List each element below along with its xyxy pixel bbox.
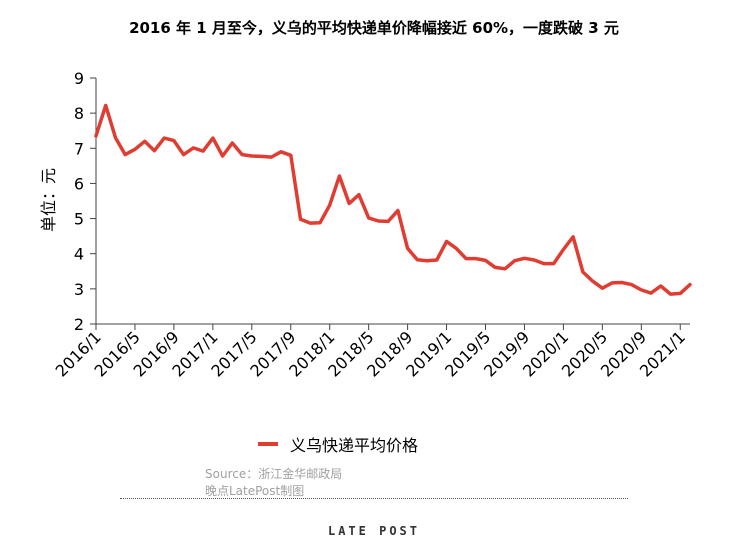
chart-title: 2016 年 1 月至今，义乌的平均快递单价降幅接近 60%，一度跌破 3 元: [129, 19, 619, 37]
y-tick-label: 8: [74, 104, 84, 123]
credit-text: 晚点LatePost制图: [205, 484, 305, 498]
series-group: [94, 103, 692, 296]
y-tick-label: 7: [74, 139, 84, 158]
y-tick-label: 3: [74, 280, 84, 299]
dotted-divider: [120, 498, 628, 499]
y-axis: 2 3 4 5 6 7 8 9: [74, 69, 97, 334]
legend: 义乌快递平均价格: [258, 432, 418, 456]
y-tick-label: 2: [74, 315, 84, 334]
source-note: Source：浙江金华邮政局 晚点LatePost制图: [205, 466, 342, 500]
legend-label: 义乌快递平均价格: [290, 436, 419, 455]
y-tick-label: 6: [74, 174, 84, 193]
y-axis-label: 单位：元: [39, 168, 58, 232]
y-tick-label: 9: [74, 69, 84, 88]
y-tick-label: 5: [74, 210, 84, 229]
x-axis: 2016/12016/52016/92017/12017/52017/92018…: [52, 323, 690, 381]
brand-logo: LATE POST: [327, 524, 421, 538]
y-tick-label: 4: [74, 245, 84, 264]
legend-swatch: [258, 442, 278, 446]
series-line: [94, 103, 692, 296]
source-text: Source：浙江金华邮政局: [205, 467, 343, 481]
